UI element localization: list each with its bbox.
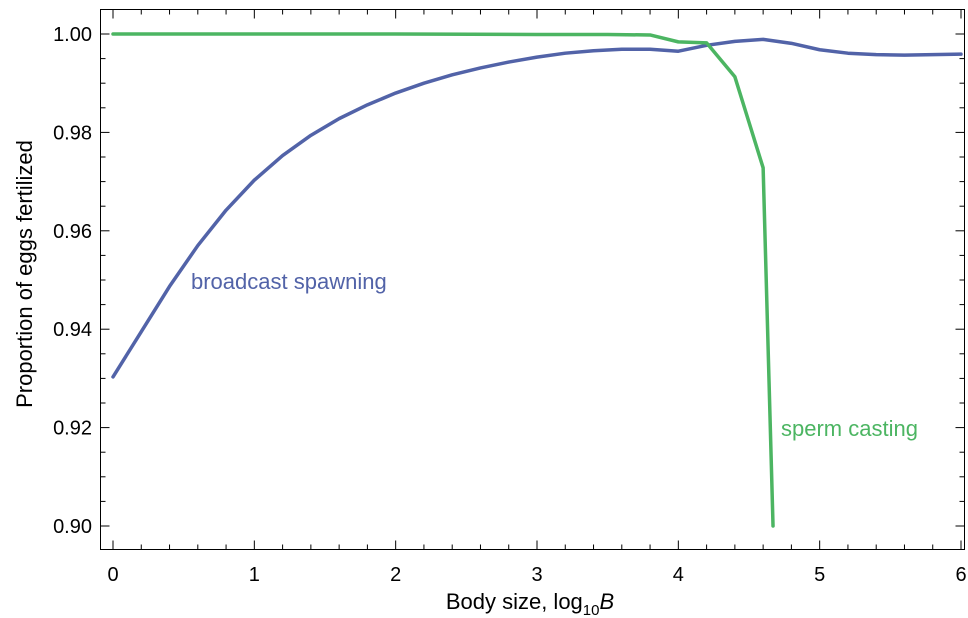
tick-labels: 0 1 2 3 4 5 6 0.90 0.92 0.94 0.96 0.98 1.00 xyxy=(53,24,967,586)
x-tick-label: 5 xyxy=(814,564,825,586)
x-tick-label: 3 xyxy=(531,564,542,586)
x-tick-label: 1 xyxy=(249,564,260,586)
y-tick-label: 0.96 xyxy=(53,221,92,243)
series-label-broadcast-spawning: broadcast spawning xyxy=(191,269,387,294)
x-tick-label: 4 xyxy=(673,564,684,586)
x-axis-title-prefix: Body size, log xyxy=(446,589,583,614)
series-lines xyxy=(111,32,963,528)
x-tick-label: 0 xyxy=(107,564,118,586)
x-axis-title-subscript: 10 xyxy=(583,602,600,618)
y-tick-label: 1.00 xyxy=(53,24,92,46)
series-label-sperm-casting: sperm casting xyxy=(781,416,918,441)
series-line-sperm-casting xyxy=(111,32,775,528)
y-tick-label: 0.94 xyxy=(53,319,92,341)
y-tick-label: 0.90 xyxy=(53,516,92,538)
y-tick-label: 0.98 xyxy=(53,122,92,144)
x-axis-title: Body size, log10B xyxy=(446,589,614,618)
y-axis-title: Proportion of eggs fertilized xyxy=(12,140,37,408)
x-tick-label: 2 xyxy=(390,564,401,586)
axis-ticks xyxy=(100,9,965,550)
y-tick-label: 0.92 xyxy=(53,418,92,440)
series-line-broadcast-spawning xyxy=(111,37,963,379)
x-axis-title-variable: B xyxy=(599,589,614,614)
x-tick-label: 6 xyxy=(955,564,966,586)
